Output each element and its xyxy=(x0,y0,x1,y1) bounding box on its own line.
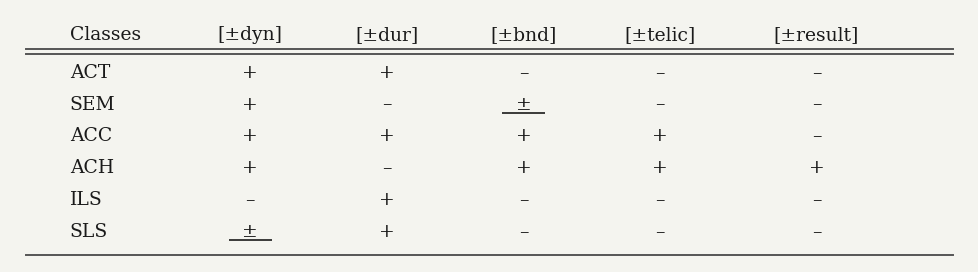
Text: –: – xyxy=(811,127,821,145)
Text: ACT: ACT xyxy=(69,64,110,82)
Text: [±telic]: [±telic] xyxy=(624,26,695,44)
Text: +: + xyxy=(651,127,668,145)
Text: [±result]: [±result] xyxy=(773,26,859,44)
Text: +: + xyxy=(243,127,258,145)
Text: +: + xyxy=(243,95,258,113)
Text: +: + xyxy=(651,159,668,177)
Text: [±bnd]: [±bnd] xyxy=(490,26,556,44)
Text: –: – xyxy=(518,64,528,82)
Text: SEM: SEM xyxy=(69,95,115,113)
Text: +: + xyxy=(378,222,394,240)
Text: ±: ± xyxy=(243,222,258,240)
Text: SLS: SLS xyxy=(69,222,108,240)
Text: –: – xyxy=(381,159,391,177)
Text: –: – xyxy=(381,95,391,113)
Text: ±: ± xyxy=(515,95,531,113)
Text: Classes: Classes xyxy=(69,26,141,44)
Text: [±dur]: [±dur] xyxy=(355,26,419,44)
Text: +: + xyxy=(515,127,531,145)
Text: +: + xyxy=(378,127,394,145)
Text: –: – xyxy=(518,222,528,240)
Text: +: + xyxy=(808,159,823,177)
Text: +: + xyxy=(243,64,258,82)
Text: +: + xyxy=(378,191,394,209)
Text: ACC: ACC xyxy=(69,127,111,145)
Text: [±dyn]: [±dyn] xyxy=(217,26,283,44)
Text: +: + xyxy=(515,159,531,177)
Text: –: – xyxy=(811,95,821,113)
Text: +: + xyxy=(378,64,394,82)
Text: ACH: ACH xyxy=(69,159,113,177)
Text: –: – xyxy=(811,191,821,209)
Text: –: – xyxy=(655,191,664,209)
Text: –: – xyxy=(811,222,821,240)
Text: –: – xyxy=(811,64,821,82)
Text: +: + xyxy=(243,159,258,177)
Text: –: – xyxy=(245,191,255,209)
Text: –: – xyxy=(655,95,664,113)
Text: –: – xyxy=(655,64,664,82)
Text: –: – xyxy=(655,222,664,240)
Text: ILS: ILS xyxy=(69,191,103,209)
Text: –: – xyxy=(518,191,528,209)
